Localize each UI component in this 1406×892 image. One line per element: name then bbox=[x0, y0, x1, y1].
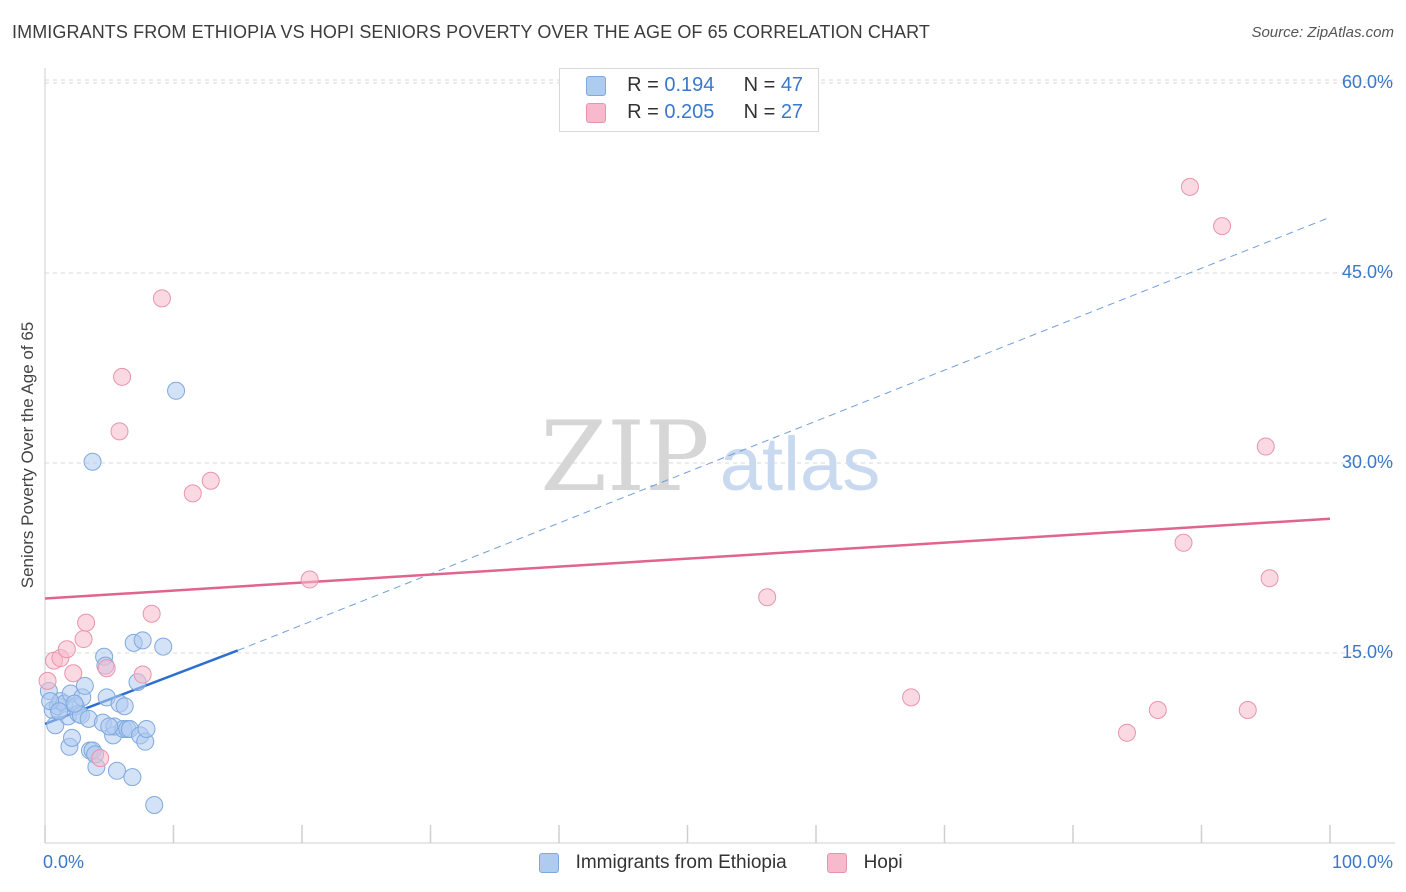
axes bbox=[44, 68, 1395, 844]
x-tick-label: 100.0% bbox=[1331, 852, 1393, 872]
legend-n-value: 47 bbox=[780, 74, 804, 96]
legend-swatch-hopi bbox=[586, 102, 606, 123]
hopi-point bbox=[183, 484, 202, 503]
ethiopia-point bbox=[133, 631, 152, 650]
hopi-point bbox=[758, 588, 777, 607]
ethiopia-point bbox=[123, 768, 142, 787]
bottom-legend-swatch-hopi bbox=[827, 852, 847, 873]
hopi-point bbox=[1256, 437, 1275, 456]
hopi-point bbox=[97, 659, 116, 678]
legend-n-value: 27 bbox=[780, 101, 804, 123]
ethiopia-point bbox=[62, 728, 81, 747]
legend-r-value: 0.205 bbox=[664, 101, 715, 123]
hopi-point bbox=[300, 570, 319, 589]
legend-n-label: N = bbox=[743, 74, 781, 96]
ethiopia-point bbox=[137, 720, 156, 738]
chart-title: IMMIGRANTS FROM ETHIOPIA VS HOPI SENIORS… bbox=[12, 22, 931, 42]
hopi-point bbox=[142, 604, 161, 623]
bottom-legend-ethiopia[interactable]: Immigrants from Ethiopia bbox=[539, 852, 787, 874]
watermark-atlas: atlas bbox=[720, 422, 881, 507]
hopi-point bbox=[152, 289, 171, 308]
ethiopia-point bbox=[75, 676, 94, 695]
hopi-point bbox=[1117, 723, 1136, 742]
bottom-legend-label: Hopi bbox=[863, 852, 903, 873]
hopi-point bbox=[113, 367, 132, 386]
ethiopia-point bbox=[50, 702, 69, 721]
bottom-legend-label: Immigrants from Ethiopia bbox=[575, 852, 787, 873]
gridlines bbox=[45, 79, 1395, 654]
hopi-point bbox=[64, 664, 83, 683]
legend-row-ethiopia: R = 0.194 N = 47 bbox=[586, 74, 803, 100]
y-tick-label: 15.0% bbox=[1341, 642, 1393, 662]
y-tick-label: 30.0% bbox=[1341, 452, 1393, 472]
hopi-point bbox=[77, 613, 96, 632]
ethiopia-point bbox=[145, 796, 164, 814]
ethiopia-trend-extension bbox=[237, 216, 1331, 651]
hopi-point bbox=[133, 665, 152, 684]
ethiopia-point bbox=[107, 761, 126, 780]
ethiopia-point bbox=[83, 452, 102, 471]
y-tick-label: 45.0% bbox=[1341, 262, 1393, 282]
hopi-point bbox=[902, 688, 921, 707]
legend-r-label: R = bbox=[627, 74, 665, 96]
hopi-point bbox=[38, 671, 57, 690]
hopi-point bbox=[57, 640, 76, 659]
bottom-legend-hopi[interactable]: Hopi bbox=[827, 852, 903, 874]
hopi-point bbox=[110, 422, 129, 441]
hopi-point bbox=[1174, 533, 1193, 552]
hopi-point bbox=[74, 630, 93, 649]
ethiopia-point bbox=[65, 694, 84, 713]
legend-r-value: 0.194 bbox=[664, 74, 715, 96]
ethiopia-point bbox=[115, 697, 134, 716]
correlation-legend: R = 0.194 N = 47 R = 0.205 N = 27 bbox=[559, 68, 819, 132]
bottom-legend-swatch-ethiopia bbox=[539, 852, 559, 873]
legend-row-hopi: R = 0.205 N = 27 bbox=[586, 101, 803, 127]
ethiopia-point bbox=[100, 717, 119, 736]
hopi-point bbox=[1180, 177, 1199, 196]
legend-n-label: N = bbox=[743, 101, 781, 123]
source-label: Source: ZipAtlas.com bbox=[1251, 24, 1394, 41]
hopi-point bbox=[1213, 217, 1232, 236]
legend-swatch-ethiopia bbox=[586, 75, 606, 96]
hopi-point bbox=[91, 749, 110, 768]
ethiopia-point bbox=[154, 637, 173, 656]
hopi-point bbox=[201, 471, 220, 490]
data-points bbox=[38, 177, 1279, 814]
watermark: ZIP atlas bbox=[540, 401, 880, 513]
ethiopia-point bbox=[167, 381, 186, 400]
hopi-point bbox=[1260, 569, 1279, 588]
legend-r-label: R = bbox=[627, 101, 665, 123]
y-tick-label: 60.0% bbox=[1341, 72, 1393, 92]
hopi-point bbox=[1238, 701, 1257, 719]
hopi-trend-line bbox=[44, 517, 1331, 600]
hopi-point bbox=[1148, 701, 1167, 719]
watermark-zip: ZIP bbox=[540, 401, 709, 513]
x-tick-label: 0.0% bbox=[43, 852, 85, 872]
